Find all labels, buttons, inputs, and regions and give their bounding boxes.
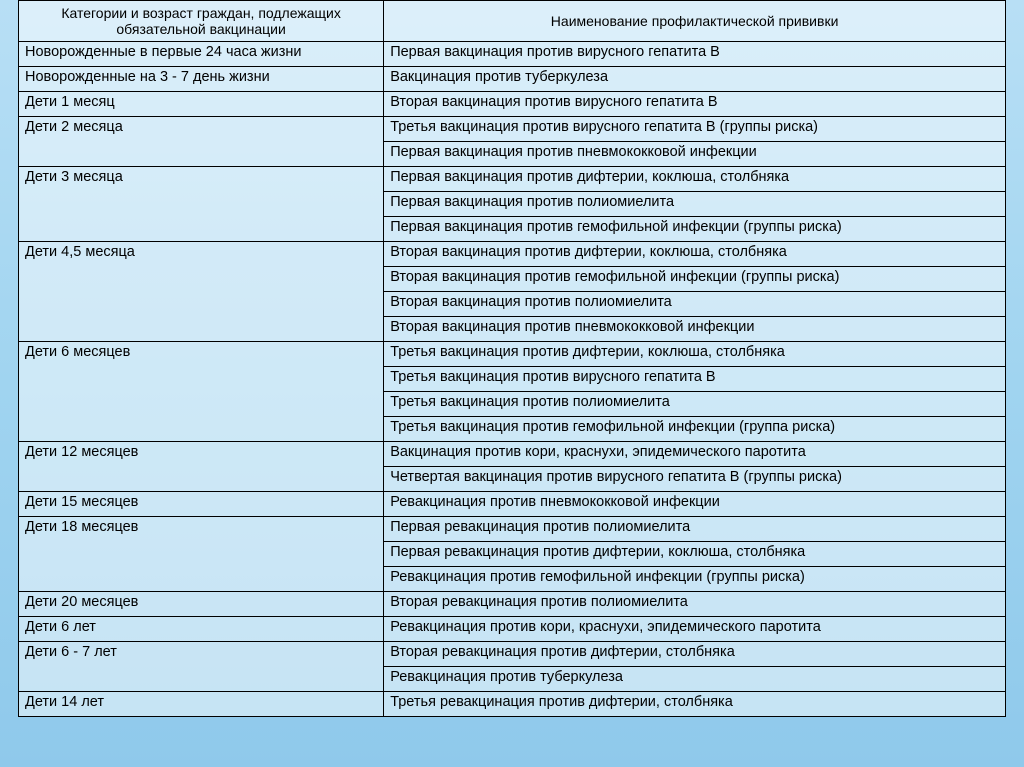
cell-vaccine: Первая ревакцинация против полиомиелита (384, 517, 1006, 542)
cell-vaccine: Вторая вакцинация против пневмококковой … (384, 317, 1006, 342)
table-row: Дети 6 месяцевТретья вакцинация против д… (19, 342, 1006, 367)
cell-vaccine: Вторая вакцинация против вирусного гепат… (384, 92, 1006, 117)
table-row: Дети 2 месяцаТретья вакцинация против ви… (19, 117, 1006, 142)
table-row: Дети 4,5 месяцаВторая вакцинация против … (19, 242, 1006, 267)
cell-category: Дети 14 лет (19, 692, 384, 717)
cell-vaccine: Вторая вакцинация против полиомиелита (384, 292, 1006, 317)
table-header-row: Категории и возраст граждан, подлежащих … (19, 1, 1006, 42)
cell-category: Дети 15 месяцев (19, 492, 384, 517)
cell-category: Дети 20 месяцев (19, 592, 384, 617)
cell-vaccine: Третья вакцинация против вирусного гепат… (384, 117, 1006, 142)
cell-category: Дети 6 лет (19, 617, 384, 642)
table-row: Новорожденные в первые 24 часа жизниПерв… (19, 42, 1006, 67)
cell-vaccine: Первая вакцинация против пневмококковой … (384, 142, 1006, 167)
table-row: Дети 14 летТретья ревакцинация против ди… (19, 692, 1006, 717)
cell-vaccine: Третья вакцинация против гемофильной инф… (384, 417, 1006, 442)
cell-category: Новорожденные в первые 24 часа жизни (19, 42, 384, 67)
cell-vaccine: Вторая вакцинация против гемофильной инф… (384, 267, 1006, 292)
cell-category: Дети 18 месяцев (19, 517, 384, 592)
cell-vaccine: Вторая ревакцинация против полиомиелита (384, 592, 1006, 617)
table-row: Дети 3 месяцаПервая вакцинация против ди… (19, 167, 1006, 192)
table-body: Новорожденные в первые 24 часа жизниПерв… (19, 42, 1006, 717)
cell-vaccine: Вакцинация против кори, краснухи, эпидем… (384, 442, 1006, 467)
header-category: Категории и возраст граждан, подлежащих … (19, 1, 384, 42)
cell-vaccine: Ревакцинация против туберкулеза (384, 667, 1006, 692)
table-row: Дети 6 летРевакцинация против кори, крас… (19, 617, 1006, 642)
cell-vaccine: Вакцинация против туберкулеза (384, 67, 1006, 92)
table-row: Дети 6 - 7 летВторая ревакцинация против… (19, 642, 1006, 667)
cell-vaccine: Третья вакцинация против полиомиелита (384, 392, 1006, 417)
cell-vaccine: Вторая вакцинация против дифтерии, коклю… (384, 242, 1006, 267)
vaccination-schedule-table: Категории и возраст граждан, подлежащих … (18, 0, 1006, 717)
cell-category: Дети 3 месяца (19, 167, 384, 242)
cell-category: Новорожденные на 3 - 7 день жизни (19, 67, 384, 92)
cell-vaccine: Третья вакцинация против вирусного гепат… (384, 367, 1006, 392)
header-vaccine: Наименование профилактической прививки (384, 1, 1006, 42)
cell-category: Дети 4,5 месяца (19, 242, 384, 342)
cell-vaccine: Первая вакцинация против полиомиелита (384, 192, 1006, 217)
cell-category: Дети 6 - 7 лет (19, 642, 384, 692)
table-row: Новорожденные на 3 - 7 день жизниВакцина… (19, 67, 1006, 92)
table-row: Дети 1 месяцВторая вакцинация против вир… (19, 92, 1006, 117)
cell-vaccine: Четвертая вакцинация против вирусного ге… (384, 467, 1006, 492)
cell-vaccine: Первая вакцинация против гемофильной инф… (384, 217, 1006, 242)
cell-vaccine: Первая ревакцинация против дифтерии, кок… (384, 542, 1006, 567)
cell-category: Дети 1 месяц (19, 92, 384, 117)
table-row: Дети 15 месяцевРевакцинация против пневм… (19, 492, 1006, 517)
cell-category: Дети 6 месяцев (19, 342, 384, 442)
cell-vaccine: Третья ревакцинация против дифтерии, сто… (384, 692, 1006, 717)
cell-vaccine: Третья вакцинация против дифтерии, коклю… (384, 342, 1006, 367)
cell-vaccine: Ревакцинация против кори, краснухи, эпид… (384, 617, 1006, 642)
cell-vaccine: Вторая ревакцинация против дифтерии, сто… (384, 642, 1006, 667)
table-row: Дети 20 месяцевВторая ревакцинация проти… (19, 592, 1006, 617)
cell-vaccine: Ревакцинация против пневмококковой инфек… (384, 492, 1006, 517)
cell-vaccine: Первая вакцинация против дифтерии, коклю… (384, 167, 1006, 192)
cell-category: Дети 2 месяца (19, 117, 384, 167)
cell-vaccine: Ревакцинация против гемофильной инфекции… (384, 567, 1006, 592)
table-row: Дети 18 месяцевПервая ревакцинация проти… (19, 517, 1006, 542)
cell-category: Дети 12 месяцев (19, 442, 384, 492)
cell-vaccine: Первая вакцинация против вирусного гепат… (384, 42, 1006, 67)
table-row: Дети 12 месяцевВакцинация против кори, к… (19, 442, 1006, 467)
vaccination-table-container: Категории и возраст граждан, подлежащих … (0, 0, 1024, 717)
